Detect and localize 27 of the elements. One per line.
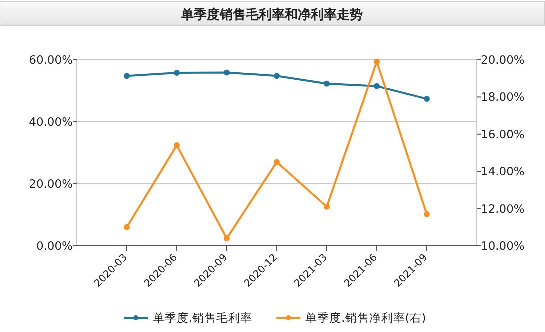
legend-label: 单季度.销售净利率(右) (306, 311, 426, 325)
point (274, 73, 280, 80)
point (124, 224, 130, 230)
point (424, 96, 430, 102)
point (374, 83, 380, 90)
y2-tick-label: 12.00% (481, 202, 525, 216)
point (324, 80, 330, 87)
point (424, 211, 430, 218)
point (224, 70, 230, 76)
point (324, 204, 330, 210)
y2-tick-label: 20.00% (481, 53, 525, 67)
point (274, 159, 280, 166)
point (224, 236, 230, 242)
y2-tick-label: 18.00% (481, 90, 525, 104)
point (124, 73, 130, 80)
point (374, 58, 380, 65)
point (174, 70, 180, 76)
point (174, 142, 180, 149)
y2-tick-label: 14.00% (481, 164, 525, 179)
y2-tick-label: 16.00% (481, 127, 525, 142)
y2-tick-label: 10.00% (481, 239, 525, 253)
y-tick-label: 60.00% (29, 53, 74, 67)
y-tick-label: 20.00% (29, 177, 74, 191)
chart-title: 单季度销售毛利率和净利率走势 (180, 7, 363, 23)
y-tick-label: 40.00% (29, 115, 74, 129)
y-tick-label: 0.00% (36, 239, 74, 253)
legend-label: 单季度.销售毛利率 (153, 311, 253, 325)
